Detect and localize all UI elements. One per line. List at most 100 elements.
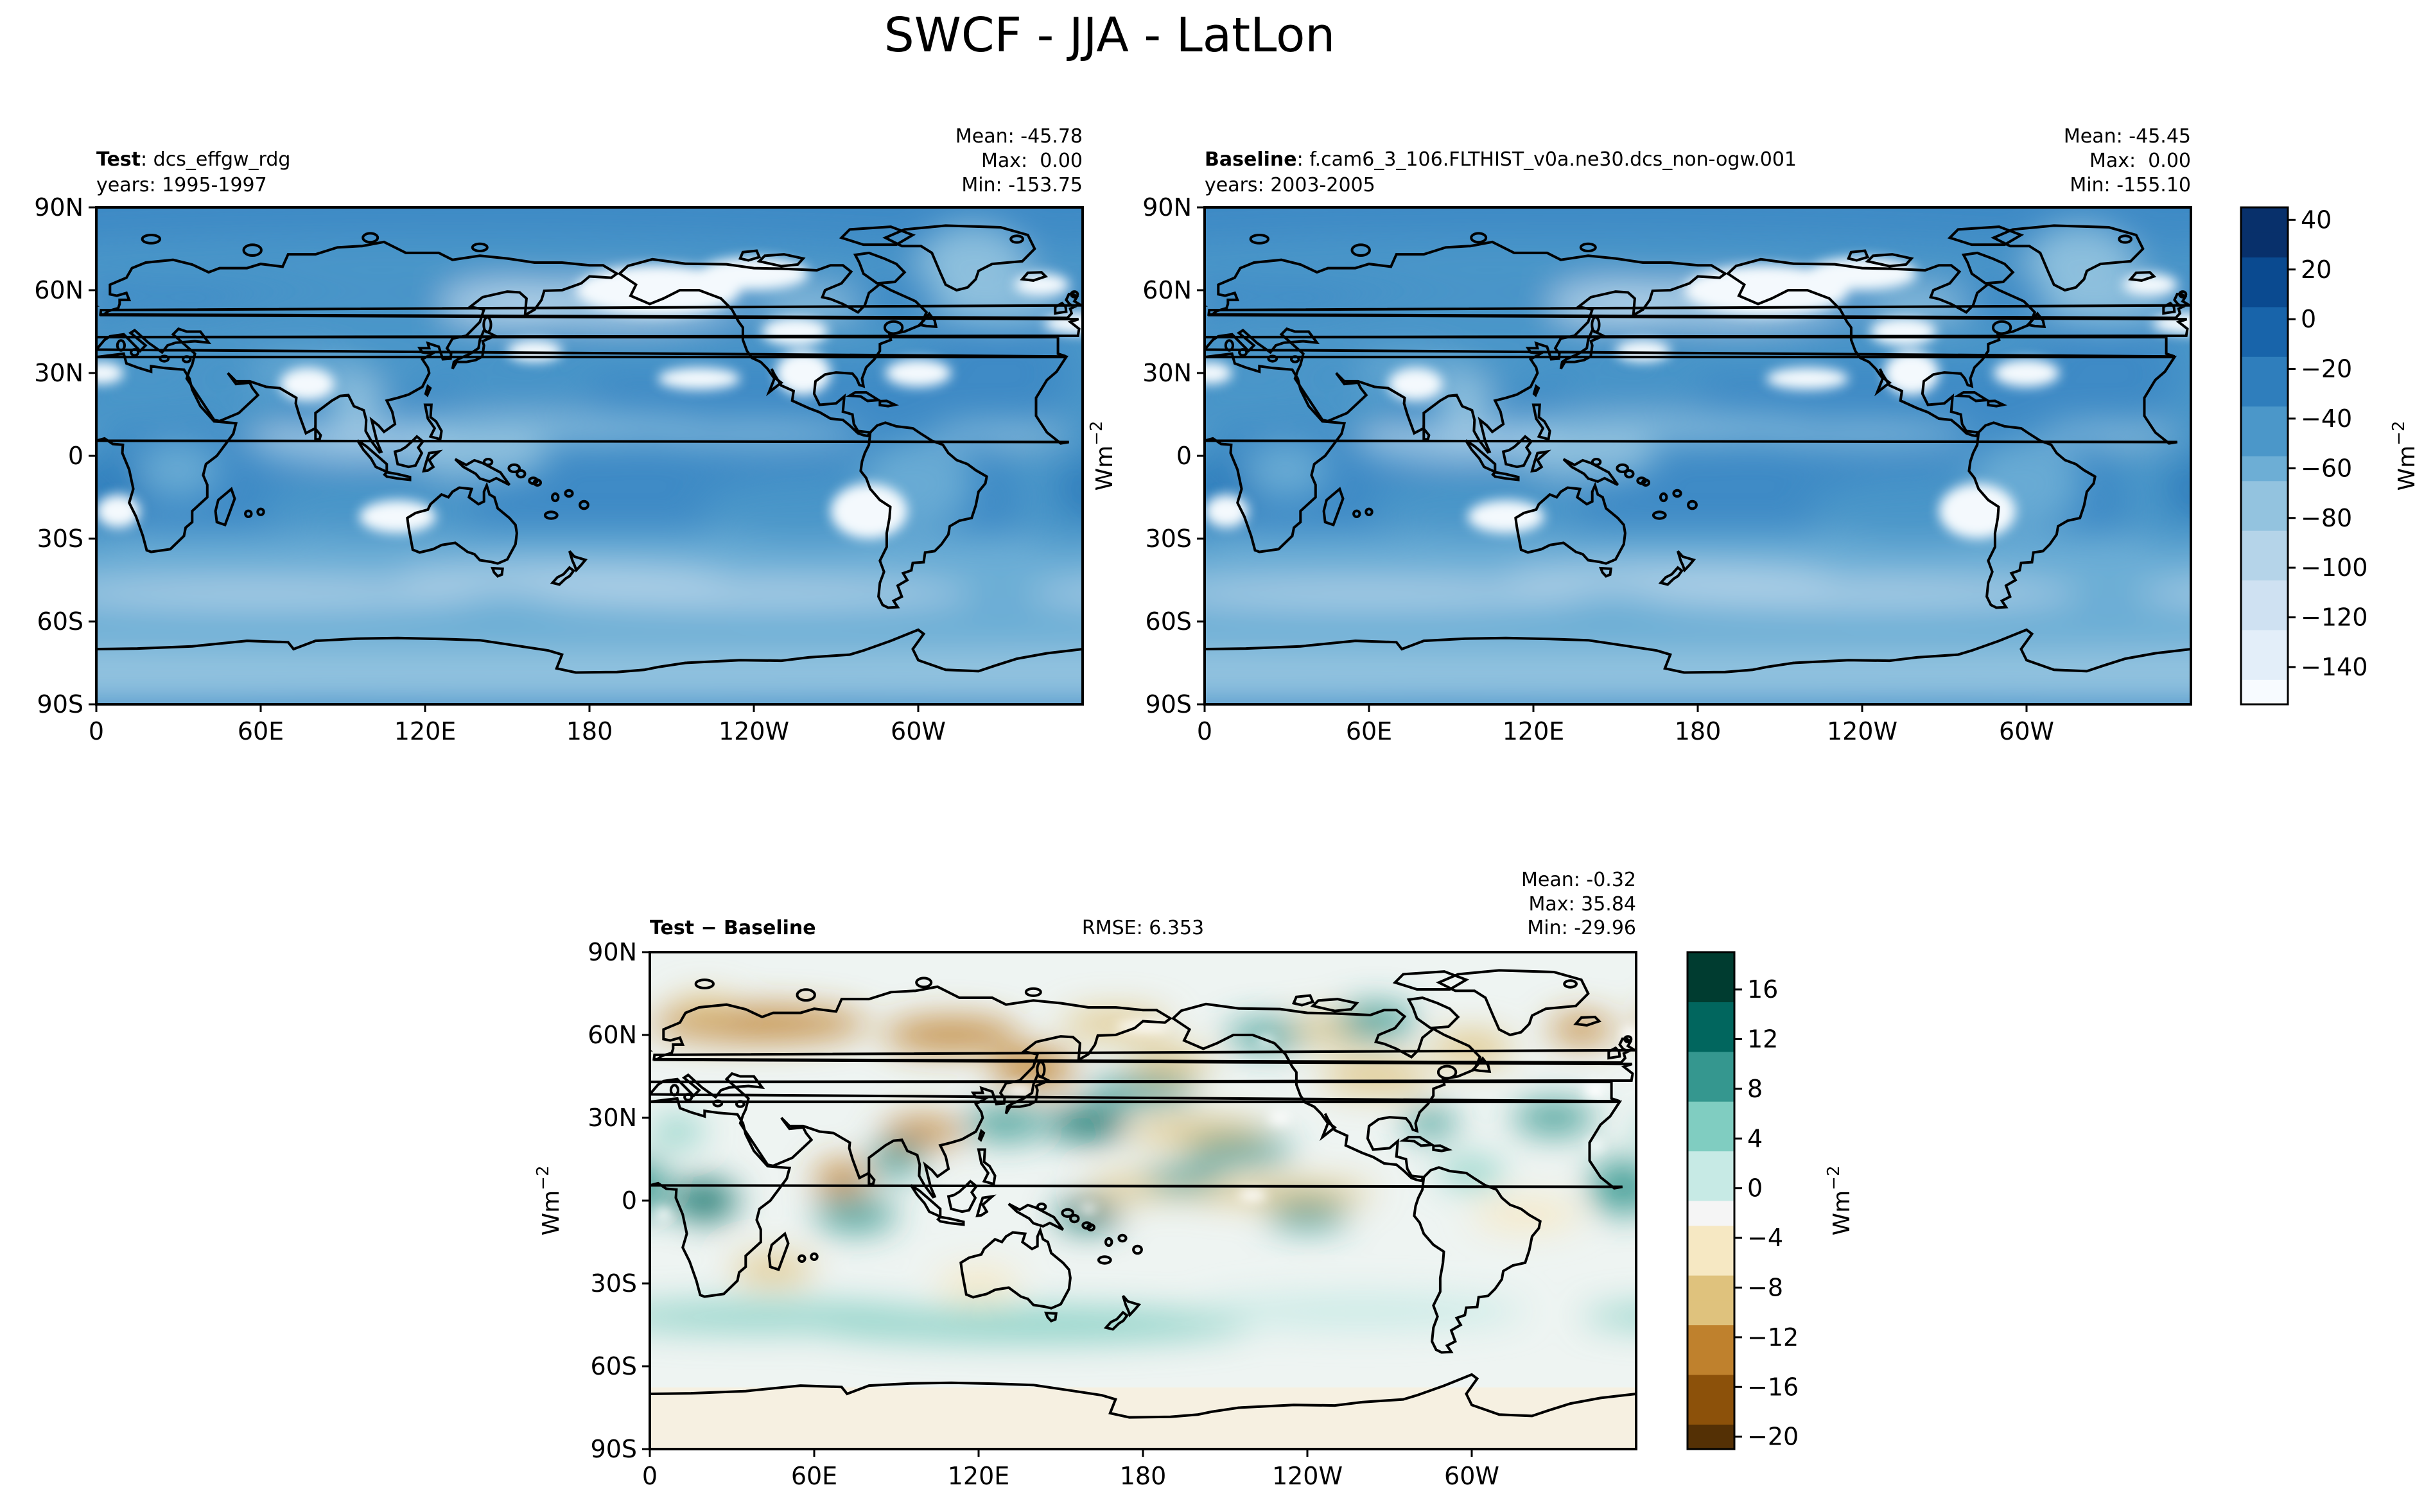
diff-field-cell-20-wrap2	[2075, 1077, 2184, 1104]
diff-coast-uk-wrap-left	[650, 1049, 653, 1052]
blues-units-exp: −2	[2389, 421, 2409, 446]
diff-field-cell-9-wrap2	[2116, 1118, 2253, 1145]
diff-coast-island-21	[915, 977, 933, 989]
brbg-colorbar-tick-label-5: −4	[1747, 1224, 1783, 1252]
diff-field-cell-36-wrap2	[1581, 1306, 1636, 1327]
test-label-bold: Test	[96, 148, 141, 171]
diff-ytick-label-6: 90S	[591, 1435, 637, 1463]
baseline-coast-island-20	[1350, 243, 1371, 257]
baseline-coast-island-4	[1352, 509, 1361, 518]
diff-coast-ireland	[1607, 1046, 1621, 1060]
diff-coast-island-19	[694, 978, 715, 989]
blues-colorbar-tick-label-5: −60	[2301, 454, 2352, 482]
diff-coast-island-5	[669, 1084, 680, 1097]
test-field-cell-34-wrap2	[1027, 584, 1083, 604]
diff-coast-africa	[650, 1097, 1623, 1298]
diff-coast-new-guinea	[1007, 1203, 1065, 1231]
diff-coast-island-3	[810, 1252, 819, 1262]
test-units-exp: −2	[1087, 421, 1106, 446]
diff-field-cell-6-wrap2	[2417, 1032, 2433, 1066]
baseline-field-cell-12-wrap2	[2163, 378, 2191, 423]
diff-field-cell-11-wrap1	[198, 1181, 390, 1203]
baseline-field-extreme-10	[1993, 359, 2060, 387]
test-coast-nz-south	[550, 566, 576, 586]
baseline-coast-philippines	[1531, 403, 1551, 441]
baseline-field-cell-4-wrap2	[2273, 293, 2433, 370]
test-coast-japan	[451, 328, 498, 370]
baseline-ytick-label-1: 60N	[1142, 276, 1192, 304]
test-max: Max: 0.00	[981, 150, 1083, 172]
blues-colorbar-tick-label-9: −140	[2301, 653, 2368, 681]
baseline-field-extreme-11	[1205, 361, 1232, 385]
baseline-coast-island-13	[1624, 469, 1635, 479]
blues-colorbar: 40 20 0 −20 −40 −60 −80 −100 −120 −140 Wm−2	[2240, 205, 2420, 706]
baseline-coast-ellesmere	[1947, 225, 2025, 247]
baseline-field-extreme-7	[1884, 351, 1939, 395]
brbg-colorbar-cell-7	[1687, 1250, 1734, 1276]
diff-field-cell-2-wrap1	[6, 1049, 88, 1088]
baseline-field-cell-34-wrap2	[2136, 584, 2191, 604]
test-field-extreme-4	[658, 367, 740, 390]
diff-coast-ellesmere	[1392, 970, 1470, 991]
diff-field-cell-30	[869, 1142, 924, 1176]
baseline-field-cell-23	[1246, 442, 1328, 498]
blues-colorbar-cell-0	[2241, 679, 2288, 705]
test-coast-island-22	[471, 242, 489, 252]
brbg-colorbar-frame	[1686, 951, 1736, 1450]
baseline-coast-island-16	[1659, 492, 1668, 503]
baseline-xtick-label-1: 60E	[1346, 717, 1392, 745]
baseline-coast-island-22	[1579, 242, 1597, 252]
baseline-coast-victoria-island	[1865, 253, 1914, 268]
baseline-coast-island-21	[1470, 232, 1488, 244]
brbg-units-exp: −2	[1824, 1166, 1844, 1190]
diff-field-extreme-8	[1079, 1204, 1097, 1213]
diff-field-extreme-2	[1006, 1084, 1034, 1096]
baseline-field-cell-28	[2040, 422, 2177, 445]
diff-field-extreme-3	[1239, 1189, 1266, 1201]
test-ytick-label-3: 0	[68, 442, 83, 470]
diff-units-label: Wm−2	[534, 1166, 564, 1236]
test-label-case: : dcs_effgw_rdg	[141, 148, 290, 171]
diff-mean: Mean: -0.32	[1521, 869, 1636, 891]
baseline-coast-island-12	[1616, 463, 1629, 474]
baseline-coast-island-0	[1652, 510, 1667, 520]
diff-field-cell-24-wrap2	[2389, 1109, 2433, 1137]
brbg-colorbar-cell-4	[1687, 1325, 1734, 1350]
test-coast-ellesmere	[839, 225, 916, 247]
diff-field-cell-10-wrap2	[1869, 1118, 1951, 1145]
test-xtick-label-3: 180	[566, 717, 613, 745]
baseline-field-cell-15-wrap2	[2342, 356, 2433, 390]
baseline-coast-taiwan	[1532, 384, 1540, 397]
test-coast-iceland	[1020, 271, 1049, 282]
baseline-label-bold: Baseline	[1205, 148, 1297, 171]
brbg-colorbar-units: Wm−2	[1824, 1166, 1855, 1236]
test-field-cell-7	[726, 312, 946, 368]
test-coast-ireland-wrap-left	[69, 303, 80, 313]
baseline-coast-ireland-wrap-left	[1177, 303, 1188, 313]
test-coast-baffin	[853, 251, 907, 285]
blues-colorbar-tick-label-7: −100	[2301, 553, 2368, 582]
brbg-colorbar-cell-11	[1687, 1151, 1734, 1176]
baseline-xtick-label-2: 120E	[1503, 717, 1565, 745]
baseline-coast-north-america	[1725, 257, 2037, 438]
brbg-colorbar-cell-15	[1687, 1051, 1734, 1077]
baseline-panel: Baseline: f.cam6_3_106.FLTHIST_v0a.ne30.…	[1142, 125, 2433, 745]
baseline-ytick-label-4: 30S	[1146, 525, 1192, 553]
diff-field-cell-18	[964, 1106, 1047, 1140]
diff-field-cell-8-wrap2	[2307, 1060, 2417, 1093]
brbg-colorbar-cell-9	[1687, 1201, 1734, 1226]
brbg-colorbar-cell-13	[1687, 1101, 1734, 1127]
baseline-coast-island-17	[2178, 290, 2188, 299]
diff-field-cell-34-wrap2	[1801, 1308, 2239, 1342]
diff-coast-sri-lanka	[868, 1170, 876, 1186]
diff-coast-nz-south	[1103, 1310, 1129, 1331]
test-units-label: Wm−2	[1087, 421, 1118, 491]
baseline-coast-island-18	[2118, 234, 2133, 244]
blues-colorbar-cell-9	[2241, 456, 2288, 482]
diff-field-cell-11-wrap2	[2170, 1181, 2362, 1203]
diff-field-cell-5	[1548, 1015, 1614, 1043]
diff-field-cell-10	[882, 1118, 965, 1145]
diff-coast-japan	[1004, 1073, 1052, 1115]
baseline-coast-australia	[1514, 482, 1626, 565]
diff-field-cell-34-wrap1	[0, 1308, 266, 1342]
